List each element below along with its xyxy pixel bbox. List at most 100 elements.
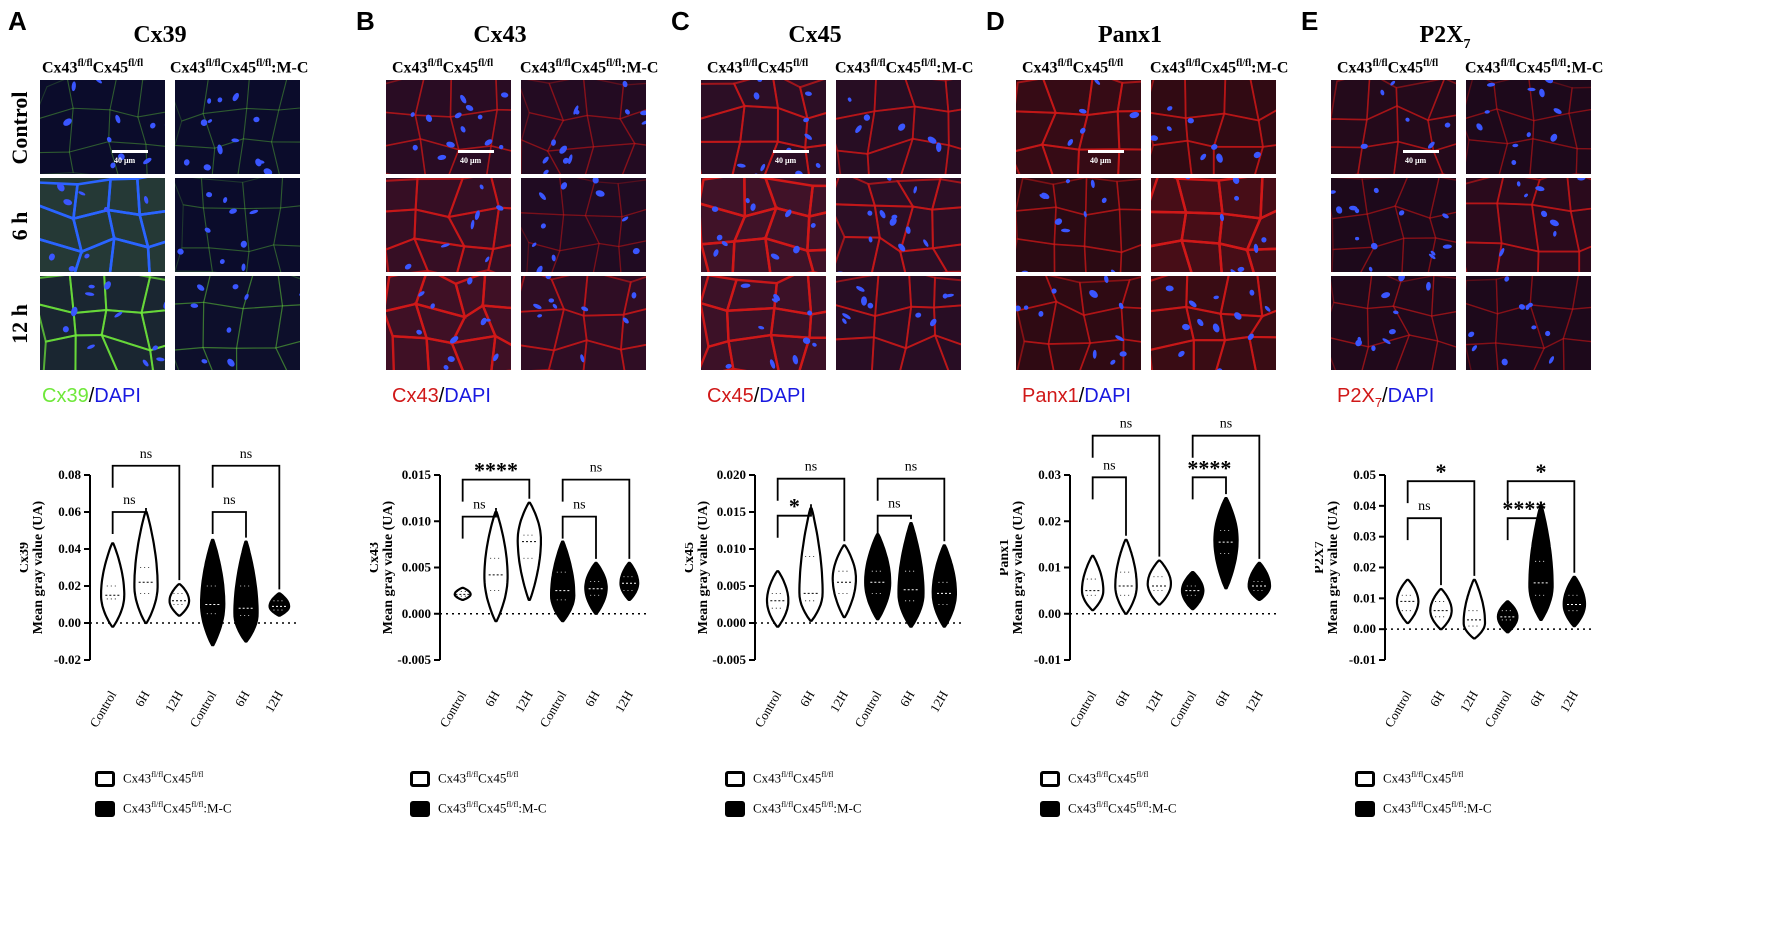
fiber-outline [551, 242, 600, 272]
fiber-outline [1466, 80, 1498, 119]
fiber-outline [1151, 239, 1193, 272]
column-header: Cx43fl/flCx45fl/fl:M-C [835, 58, 973, 77]
micrograph-image [1151, 178, 1276, 272]
geno-sup1: fl/fl [742, 58, 758, 69]
fiber-outline [619, 343, 646, 370]
micrograph [521, 276, 646, 370]
nucleus [1540, 210, 1548, 218]
nucleus [1079, 127, 1086, 134]
nucleus [1232, 178, 1240, 184]
y-tick-label: 0.02 [58, 578, 81, 593]
nucleus [1331, 190, 1336, 194]
fiber-outline [270, 141, 300, 174]
nucleus [1544, 80, 1554, 84]
geno-sup2: fl/fl [921, 58, 937, 69]
nucleus [1405, 117, 1410, 122]
fiber-outline [480, 304, 511, 347]
x-tick-label: Control [1481, 688, 1514, 730]
fiber-outline [1179, 239, 1223, 272]
x-tick-label: Control [751, 688, 784, 730]
x-tick-label: Control [186, 688, 219, 730]
nucleus [942, 293, 948, 299]
fiber-outline [137, 111, 165, 147]
nucleus [480, 317, 487, 326]
fiber-outline [202, 346, 238, 370]
fiber-outline [1118, 208, 1141, 254]
micrograph [701, 276, 826, 370]
geno-sup1: fl/fl [427, 58, 443, 69]
fiber-outline [1249, 80, 1276, 122]
nucleus [1151, 135, 1159, 141]
nucleus [1527, 87, 1536, 92]
nucleus [562, 157, 569, 164]
fiber-outline [866, 137, 915, 174]
nucleus [1016, 305, 1021, 312]
nucleus [197, 284, 205, 291]
nucleus [1501, 358, 1508, 366]
fiber-outline [278, 80, 300, 111]
nucleus [905, 226, 911, 234]
nucleus [474, 210, 480, 221]
significance-bracket [776, 504, 812, 538]
violin [200, 538, 226, 647]
nucleus [1357, 336, 1362, 343]
violin [1146, 559, 1172, 606]
significance-bracket [1506, 480, 1576, 573]
nucleus [1381, 292, 1391, 299]
fiber-outline [1392, 276, 1435, 317]
nucleus [1360, 143, 1368, 149]
nucleus [867, 302, 874, 309]
nucleus [803, 117, 810, 123]
fiber-outline [944, 80, 961, 113]
fiber-outline [107, 141, 148, 174]
nucleus [200, 119, 208, 126]
fiber-outline [277, 276, 300, 307]
violin [619, 561, 640, 601]
legend-text-base1: Cx43 [123, 800, 152, 816]
legend-text-suffix: :M-C [203, 800, 232, 816]
micrograph-background [386, 178, 511, 272]
y-tick-label: 0.08 [58, 467, 81, 482]
fiber-outline [1428, 178, 1456, 220]
nucleus [757, 80, 763, 82]
violin [864, 533, 892, 621]
nucleus [923, 239, 929, 247]
x-tick-label: 6H [897, 688, 918, 709]
fiber-outline [1432, 143, 1456, 174]
panel-letter: D [986, 6, 1005, 36]
tissue-haze [1466, 276, 1591, 370]
legend-text-sup2: fl/fl [1451, 770, 1464, 779]
column-header: Cx43fl/flCx45fl/fl:M-C [520, 58, 658, 77]
panel-title: Cx39 [70, 22, 250, 53]
geno-base1: Cx43 [392, 59, 428, 77]
legend-text-sup2: fl/fl [191, 800, 204, 809]
fiber-outline [1493, 80, 1535, 122]
nucleus [540, 223, 546, 229]
legend-text-suffix: :M-C [1463, 800, 1492, 816]
fiber-outline [175, 178, 205, 209]
violin [1247, 561, 1272, 601]
fiber-outline [1053, 243, 1087, 272]
significance-label: ns [1418, 499, 1430, 514]
nucleus [1211, 144, 1218, 150]
nucleus [804, 133, 813, 140]
violin [1528, 504, 1554, 621]
geno-sup1: fl/fl [870, 58, 886, 69]
fiber-outline [1079, 338, 1125, 370]
fiber-outline [727, 333, 780, 370]
nucleus [543, 169, 549, 174]
panel-letter: B [356, 6, 375, 36]
geno-base2: Cx45 [1387, 59, 1424, 77]
x-tick-label: 12H [162, 688, 186, 715]
geno-sup1: fl/fl [1500, 58, 1516, 69]
legend-text-sup1: fl/fl [151, 800, 164, 809]
nucleus [863, 114, 871, 121]
nucleus [889, 217, 897, 226]
nucleus [1368, 266, 1373, 272]
nucleus [855, 125, 862, 134]
fiber-outline [135, 178, 165, 217]
nucleus [1178, 350, 1185, 357]
fiber-outline [1331, 178, 1368, 220]
geno-base1: Cx43 [520, 59, 556, 77]
geno-base2: Cx45 [757, 59, 794, 77]
